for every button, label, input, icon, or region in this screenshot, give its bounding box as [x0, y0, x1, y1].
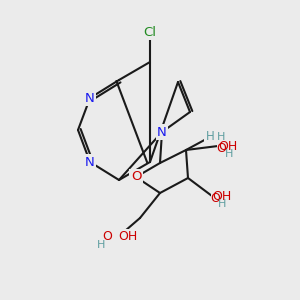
Text: O: O: [210, 191, 220, 205]
Text: OH: OH: [212, 190, 231, 202]
Text: H: H: [225, 149, 233, 159]
Text: O: O: [102, 230, 112, 244]
Text: H: H: [206, 130, 214, 143]
Text: O: O: [131, 170, 141, 184]
Text: Cl: Cl: [143, 26, 157, 38]
Text: N: N: [85, 92, 95, 104]
Text: O: O: [216, 142, 226, 154]
Text: OH: OH: [118, 230, 137, 244]
Text: H: H: [218, 199, 226, 209]
Text: OH: OH: [218, 140, 237, 152]
Text: N: N: [157, 125, 167, 139]
Text: H: H: [97, 240, 105, 250]
Text: H: H: [217, 132, 225, 142]
Text: N: N: [85, 155, 95, 169]
